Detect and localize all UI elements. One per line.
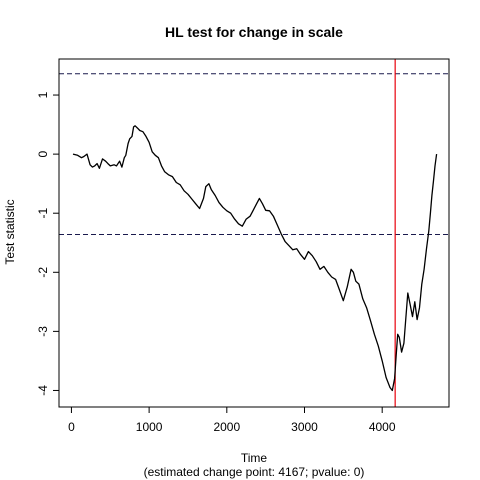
y-axis-label: Test statistic — [3, 199, 17, 264]
plot-frame — [58, 58, 450, 408]
x-tick-label: 3000 — [291, 420, 318, 434]
x-tick-label: 1000 — [136, 420, 163, 434]
reference-lines — [59, 59, 449, 407]
y-axis: -4 -3 -2 -1 0 1 — [36, 91, 59, 396]
y-tick-label: -3 — [36, 326, 50, 337]
y-tick-label: 0 — [36, 150, 50, 157]
y-tick-label: -2 — [36, 267, 50, 278]
series-line — [72, 125, 438, 392]
y-tick-label: -1 — [36, 208, 50, 219]
y-tick-label: -4 — [36, 385, 50, 396]
x-tick-label: 0 — [68, 420, 75, 434]
x-axis-subtitle: (estimated change point: 4167; pvalue: 0… — [144, 465, 365, 479]
x-tick-label: 4000 — [369, 420, 396, 434]
chart-title: HL test for change in scale — [165, 24, 343, 40]
y-tick-label: 1 — [36, 91, 50, 98]
x-tick-label: 2000 — [213, 420, 240, 434]
x-axis-label: Time — [241, 451, 268, 465]
x-axis: 0 1000 2000 3000 4000 — [68, 407, 396, 434]
